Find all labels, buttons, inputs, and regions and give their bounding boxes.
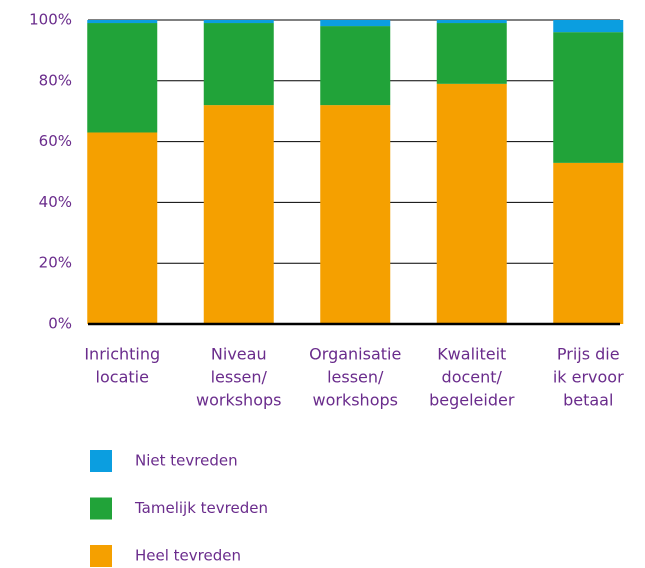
bar-segment [87, 132, 158, 324]
bar-segment [320, 105, 391, 325]
x-tick-label: betaal [563, 391, 613, 410]
y-tick-label: 80% [39, 71, 72, 89]
legend-label: Heel tevreden [135, 547, 241, 565]
bar-segment [87, 20, 158, 24]
legend-label: Niet tevreden [135, 452, 238, 470]
y-tick-label: 0% [48, 315, 72, 333]
bar-segment [436, 83, 507, 324]
legend-swatch [90, 545, 112, 567]
y-tick-label: 40% [39, 193, 72, 211]
x-tick-label: Prijs die [557, 345, 620, 364]
x-tick-label: locatie [96, 368, 149, 387]
y-tick-label: 60% [39, 132, 72, 150]
legend-swatch [90, 497, 112, 520]
bar-segment [553, 20, 624, 33]
x-tick-label: ik ervoor [553, 368, 624, 387]
bar-segment [553, 32, 624, 163]
bar-segment [320, 26, 391, 106]
x-tick-label: lessen/ [327, 368, 384, 387]
x-tick-label: lessen/ [211, 368, 268, 387]
bar-segment [436, 20, 507, 24]
x-tick-label: Kwaliteit [437, 345, 506, 364]
x-tick-label: workshops [196, 391, 281, 410]
bar-segment [203, 105, 274, 325]
x-tick-label: Organisatie [309, 345, 401, 364]
bar-segment [203, 20, 274, 24]
x-tick-label: docent/ [442, 368, 503, 387]
legend-label: Tamelijk tevreden [134, 499, 268, 517]
bar-segment [87, 23, 158, 133]
x-tick-label: begeleider [429, 391, 515, 410]
bar-segment [553, 162, 624, 324]
bar-segment [320, 20, 391, 27]
x-tick-label: Niveau [211, 345, 267, 364]
bar-segment [203, 23, 274, 106]
x-tick-label: Inrichting [84, 345, 160, 364]
y-tick-label: 20% [39, 254, 72, 272]
y-tick-label: 100% [29, 11, 72, 29]
x-tick-label: workshops [313, 391, 398, 410]
legend-swatch [90, 450, 112, 472]
bar-segment [436, 23, 507, 84]
